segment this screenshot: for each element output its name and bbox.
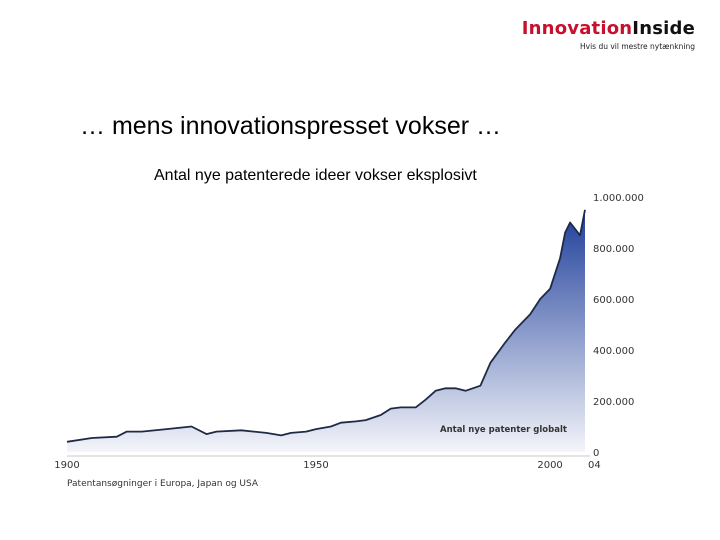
y-tick-label: 600.000 [593, 295, 634, 306]
x-tick-label: 2000 [537, 460, 562, 471]
y-tick-label: 200.000 [593, 397, 634, 408]
series-line [66, 209, 586, 443]
y-tick-label: 800.000 [593, 244, 634, 255]
slide-title: … mens innovationspresset vokser … [80, 112, 502, 140]
series-label: Antal nye patenter globalt [440, 425, 567, 435]
y-tick-label: 0 [593, 448, 599, 459]
brand-tagline: Hvis du vil mestre nytænkning [580, 42, 695, 51]
x-tick-label: 1950 [303, 460, 328, 471]
area-fill [67, 209, 585, 452]
brand-logo: InnovationInside Hvis du vil mestre nytæ… [522, 18, 695, 51]
chart-caption: Patentansøgninger i Europa, Japan og USA [67, 479, 259, 489]
x-tick-label: 04 [588, 460, 601, 471]
brand-name-innovation: Innovation [521, 18, 633, 39]
brand-name-inside: Inside [632, 18, 695, 39]
chart-title: Antal nye patenterede ideer vokser ekspl… [154, 167, 477, 184]
y-tick-label: 1.000.000 [593, 193, 644, 204]
brand-name: InnovationInside [522, 18, 695, 39]
x-tick-label: 1900 [54, 460, 79, 471]
y-tick-label: 400.000 [593, 346, 634, 357]
